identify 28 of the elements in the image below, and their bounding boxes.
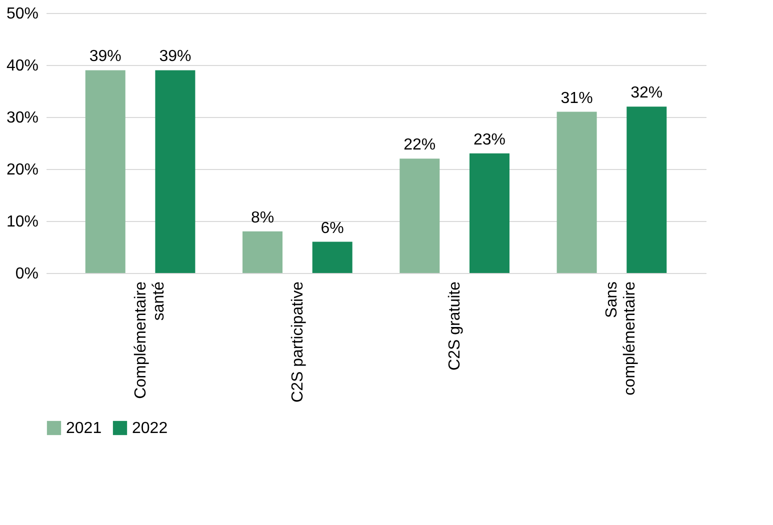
data-label: 31% — [560, 90, 593, 107]
data-label: 22% — [404, 136, 436, 154]
y-tick-label: 40% — [6, 58, 38, 74]
data-label: 8% — [250, 209, 274, 226]
bar — [626, 106, 667, 273]
bar — [469, 153, 510, 273]
bar — [155, 70, 196, 273]
data-label: 39% — [89, 48, 122, 66]
bar — [242, 231, 283, 273]
data-label: 6% — [320, 220, 344, 237]
y-tick-label: 30% — [6, 110, 38, 126]
y-tick-label: 50% — [6, 6, 38, 22]
x-tick-label: Sans complémentaire — [604, 281, 639, 396]
legend-label: 2021 — [66, 420, 102, 437]
x-tick-label: C2S participative — [289, 281, 306, 402]
bar — [312, 242, 352, 273]
legend-label: 2022 — [132, 420, 168, 437]
data-label: 32% — [630, 84, 663, 102]
data-label: 23% — [473, 131, 506, 148]
y-tick-label: 0% — [15, 266, 38, 282]
bar — [556, 112, 597, 273]
data-label: 39% — [159, 48, 192, 66]
x-tick-label: Complémentaire santé — [132, 281, 168, 399]
y-tick-label: 10% — [6, 214, 38, 230]
bar — [400, 158, 440, 273]
x-tick-label: C2S gratuite — [446, 281, 464, 370]
y-tick-label: 20% — [6, 162, 38, 178]
bar — [85, 70, 126, 273]
